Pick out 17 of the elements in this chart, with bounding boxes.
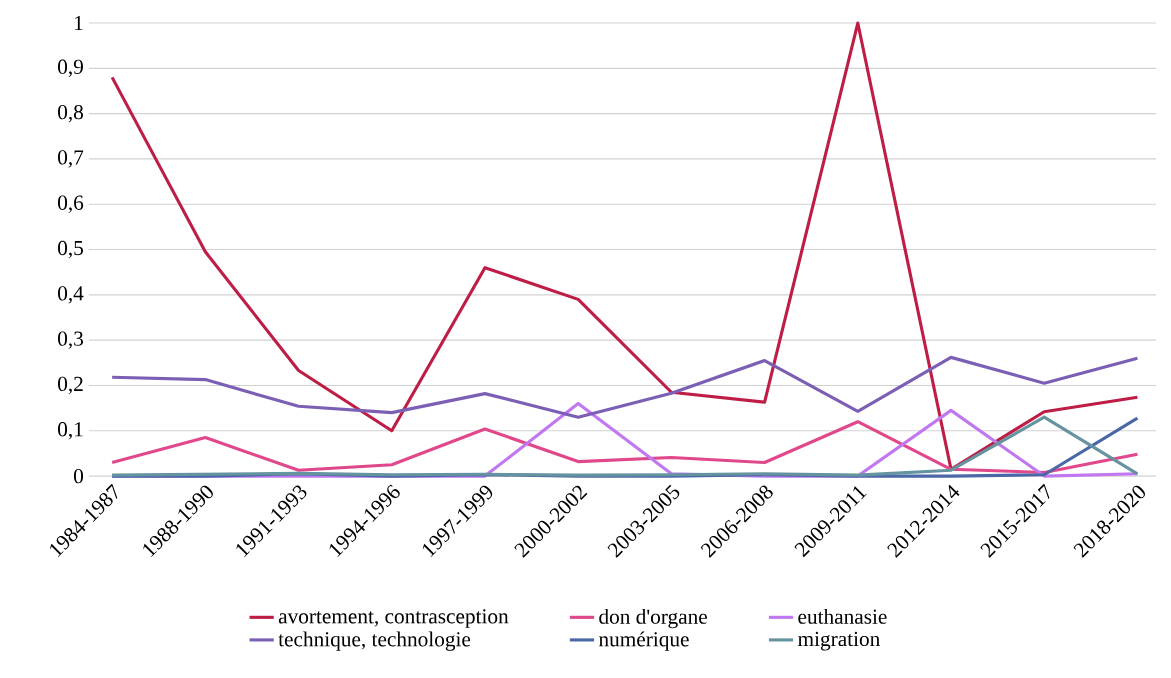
y-tick-label: 1 — [75, 16, 83, 31]
y-tick-label: 0 — [73, 468, 84, 484]
y-tick-label: 0,5 — [58, 240, 83, 259]
y-tick-label: 0,9 — [58, 59, 83, 78]
y-tick-label: 0,1 — [58, 422, 83, 440]
y-tick-label: 0,3 — [58, 331, 83, 349]
legend-label: technique, technologie — [278, 631, 471, 651]
y-tick-label: 0,6 — [58, 195, 84, 213]
legend-label: numérique — [598, 631, 689, 651]
y-tick-label: 0,2 — [58, 376, 83, 395]
legend-label: euthanasie — [798, 608, 887, 624]
y-tick-label: 0,8 — [58, 104, 84, 123]
y-tick-label: 0,4 — [58, 286, 84, 304]
legend-label: don d'organe — [599, 608, 707, 629]
legend-label: migration — [797, 631, 880, 651]
y-tick-label: 0,7 — [58, 150, 84, 168]
legend-label: avortement, contrasception — [278, 609, 509, 628]
